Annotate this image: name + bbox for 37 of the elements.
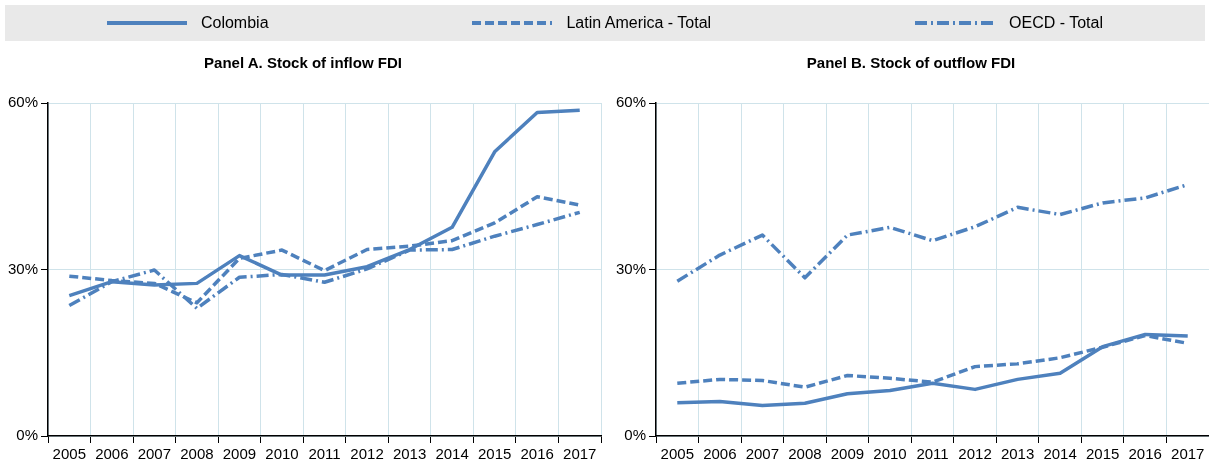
y-tick-label: 60% bbox=[7, 93, 39, 111]
x-tick-label: 2013 bbox=[392, 445, 427, 463]
x-tick-label: 2015 bbox=[477, 445, 512, 463]
y-tick-label: 0% bbox=[16, 426, 39, 444]
x-tick-label: 2005 bbox=[660, 445, 694, 463]
x-tick-label: 2015 bbox=[1085, 445, 1120, 463]
x-tick-label: 2005 bbox=[52, 445, 86, 463]
x-tick-label: 2016 bbox=[1128, 445, 1162, 463]
x-tick-label: 2007 bbox=[745, 445, 780, 463]
y-tick-label: 30% bbox=[615, 259, 647, 277]
chart-title: Panel A. Stock of inflow FDI bbox=[204, 54, 402, 72]
x-tick-label: 2017 bbox=[563, 445, 597, 463]
x-tick-label: 2009 bbox=[222, 445, 257, 463]
x-tick-label: 2006 bbox=[95, 445, 129, 463]
legend-label: Latin America - Total bbox=[566, 14, 712, 32]
y-tick-label: 60% bbox=[615, 93, 647, 111]
chart-title: Panel B. Stock of outflow FDI bbox=[806, 54, 1016, 72]
x-tick-label: 2014 bbox=[1043, 445, 1077, 463]
x-tick-label: 2006 bbox=[703, 445, 737, 463]
y-tick-label: 30% bbox=[7, 259, 39, 277]
x-tick-label: 2008 bbox=[180, 445, 214, 463]
x-tick-label: 2013 bbox=[1000, 445, 1035, 463]
x-tick-label: 2017 bbox=[1171, 445, 1205, 463]
x-tick-label: 2011 bbox=[308, 445, 341, 463]
x-tick-label: 2012 bbox=[350, 445, 384, 463]
x-tick-label: 2014 bbox=[435, 445, 469, 463]
legend-label: OECD - Total bbox=[1009, 14, 1104, 32]
x-tick-label: 2011 bbox=[916, 445, 949, 463]
x-tick-label: 2007 bbox=[137, 445, 172, 463]
x-tick-label: 2010 bbox=[265, 445, 299, 463]
x-tick-label: 2016 bbox=[520, 445, 554, 463]
x-tick-label: 2009 bbox=[830, 445, 865, 463]
x-tick-label: 2008 bbox=[788, 445, 822, 463]
legend-label: Colombia bbox=[200, 14, 269, 32]
x-tick-label: 2010 bbox=[873, 445, 907, 463]
y-tick-label: 0% bbox=[624, 426, 647, 444]
x-tick-label: 2012 bbox=[958, 445, 992, 463]
